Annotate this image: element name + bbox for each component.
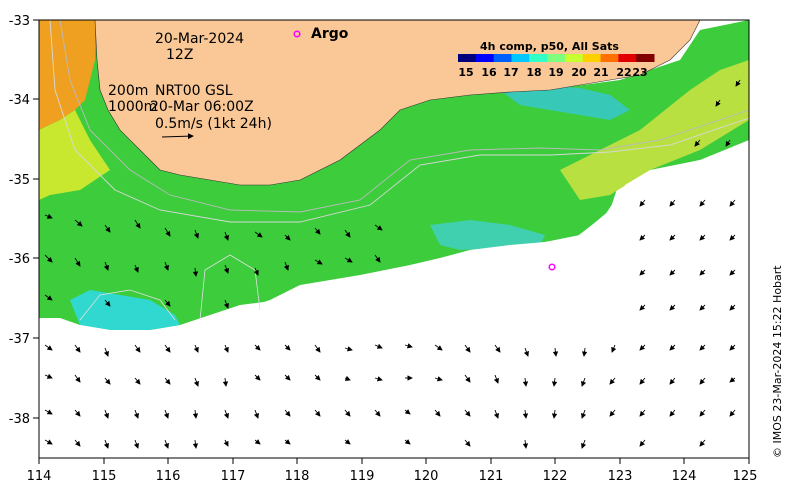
- colorbar-swatch: [458, 54, 477, 62]
- colorbar-swatch: [564, 54, 584, 62]
- lon-tick-label: 119: [350, 469, 375, 484]
- colorbar-swatches: [458, 54, 655, 62]
- hour-label: 12Z: [166, 47, 193, 63]
- lon-tick-label: 118: [285, 469, 310, 484]
- current-time-label: 20-Mar 06:00Z: [150, 99, 254, 115]
- contour-loop-west: [79, 289, 176, 321]
- vector-scale-arrow: [161, 133, 194, 140]
- colorbar-tick-label: 19: [548, 66, 563, 79]
- colorbar-swatch: [636, 54, 655, 62]
- lon-tick-label: 120: [414, 469, 439, 484]
- lon-tick-label: 122: [543, 469, 568, 484]
- colorbar-swatch: [547, 54, 566, 62]
- colorbar-swatch: [582, 54, 602, 62]
- contour-200m: [59, 20, 749, 213]
- plot-border: [38, 19, 750, 459]
- colorbar-swatch: [511, 54, 530, 62]
- lat-tick-label: -35: [9, 173, 30, 188]
- lat-tick-label: -37: [9, 332, 30, 347]
- colorbar-tick-label: 16: [481, 66, 497, 79]
- contour-1000m-label: 1000m: [108, 99, 157, 115]
- argo-float-marker[interactable]: [548, 263, 556, 271]
- sst-field-yellow: [39, 110, 110, 200]
- date-label: 20-Mar-2024: [155, 31, 244, 47]
- colorbar-swatch: [475, 54, 495, 62]
- product-label: NRT00 GSL: [155, 83, 233, 99]
- contour-loop-mid: [199, 254, 261, 321]
- lon-tick-label: 114: [27, 469, 52, 484]
- axis-ticks: [33, 19, 750, 464]
- current-vectors: [44, 79, 741, 449]
- colorbar-swatch: [600, 54, 619, 62]
- argo-legend-label: Argo: [311, 26, 349, 42]
- lon-tick-label: 124: [672, 469, 697, 484]
- credit-label: © IMOS 23-Mar-2024 15:22 Hobart: [771, 265, 784, 458]
- colorbar-tick-label: 15: [458, 66, 473, 79]
- lon-tick-label: 116: [156, 469, 181, 484]
- lon-tick-label: 123: [608, 469, 633, 484]
- colorbar-tick-label: 20: [571, 66, 587, 79]
- colorbar-swatch: [529, 54, 548, 62]
- vector-scale-label: 0.5m/s (1kt 24h): [155, 116, 272, 132]
- contour-1000m: [49, 20, 749, 223]
- sst-field-cool-south: [430, 220, 545, 250]
- lon-tick-label: 121: [479, 469, 504, 484]
- colorbar-tick-label: 22: [616, 66, 631, 79]
- colorbar-title: 4h comp, p50, All Sats: [480, 40, 619, 53]
- lon-axis-labels: 114 115 116 117 118 119 120 121 122 123 …: [27, 469, 758, 484]
- sst-colorbar: 4h comp, p50, All Sats 15 16 17 18 19 20…: [458, 40, 655, 79]
- colorbar-swatch: [618, 54, 637, 62]
- sst-field-cool-east: [500, 85, 630, 120]
- colorbar-tick-label: 18: [526, 66, 541, 79]
- lat-axis-labels: -33 -34 -35 -36 -37 -38: [9, 14, 30, 427]
- lon-tick-label: 125: [733, 469, 758, 484]
- lat-tick-label: -36: [9, 252, 30, 267]
- contour-200m-label: 200m: [108, 83, 148, 99]
- sst-field-warm: [39, 20, 95, 130]
- lon-tick-label: 115: [92, 469, 117, 484]
- no-data-region: [39, 150, 749, 458]
- sst-field-yellow-east: [560, 60, 749, 200]
- sst-field-cool-west: [70, 290, 180, 330]
- lon-tick-label: 117: [221, 469, 246, 484]
- lat-tick-label: -38: [9, 412, 30, 427]
- colorbar-tick-label: 23: [632, 66, 647, 79]
- lat-tick-label: -33: [9, 14, 30, 29]
- lat-tick-label: -34: [9, 93, 30, 108]
- colorbar-tick-label: 17: [503, 66, 518, 79]
- colorbar-tick-label: 21: [593, 66, 608, 79]
- argo-legend-icon: [293, 30, 301, 38]
- colorbar-swatch: [493, 54, 512, 62]
